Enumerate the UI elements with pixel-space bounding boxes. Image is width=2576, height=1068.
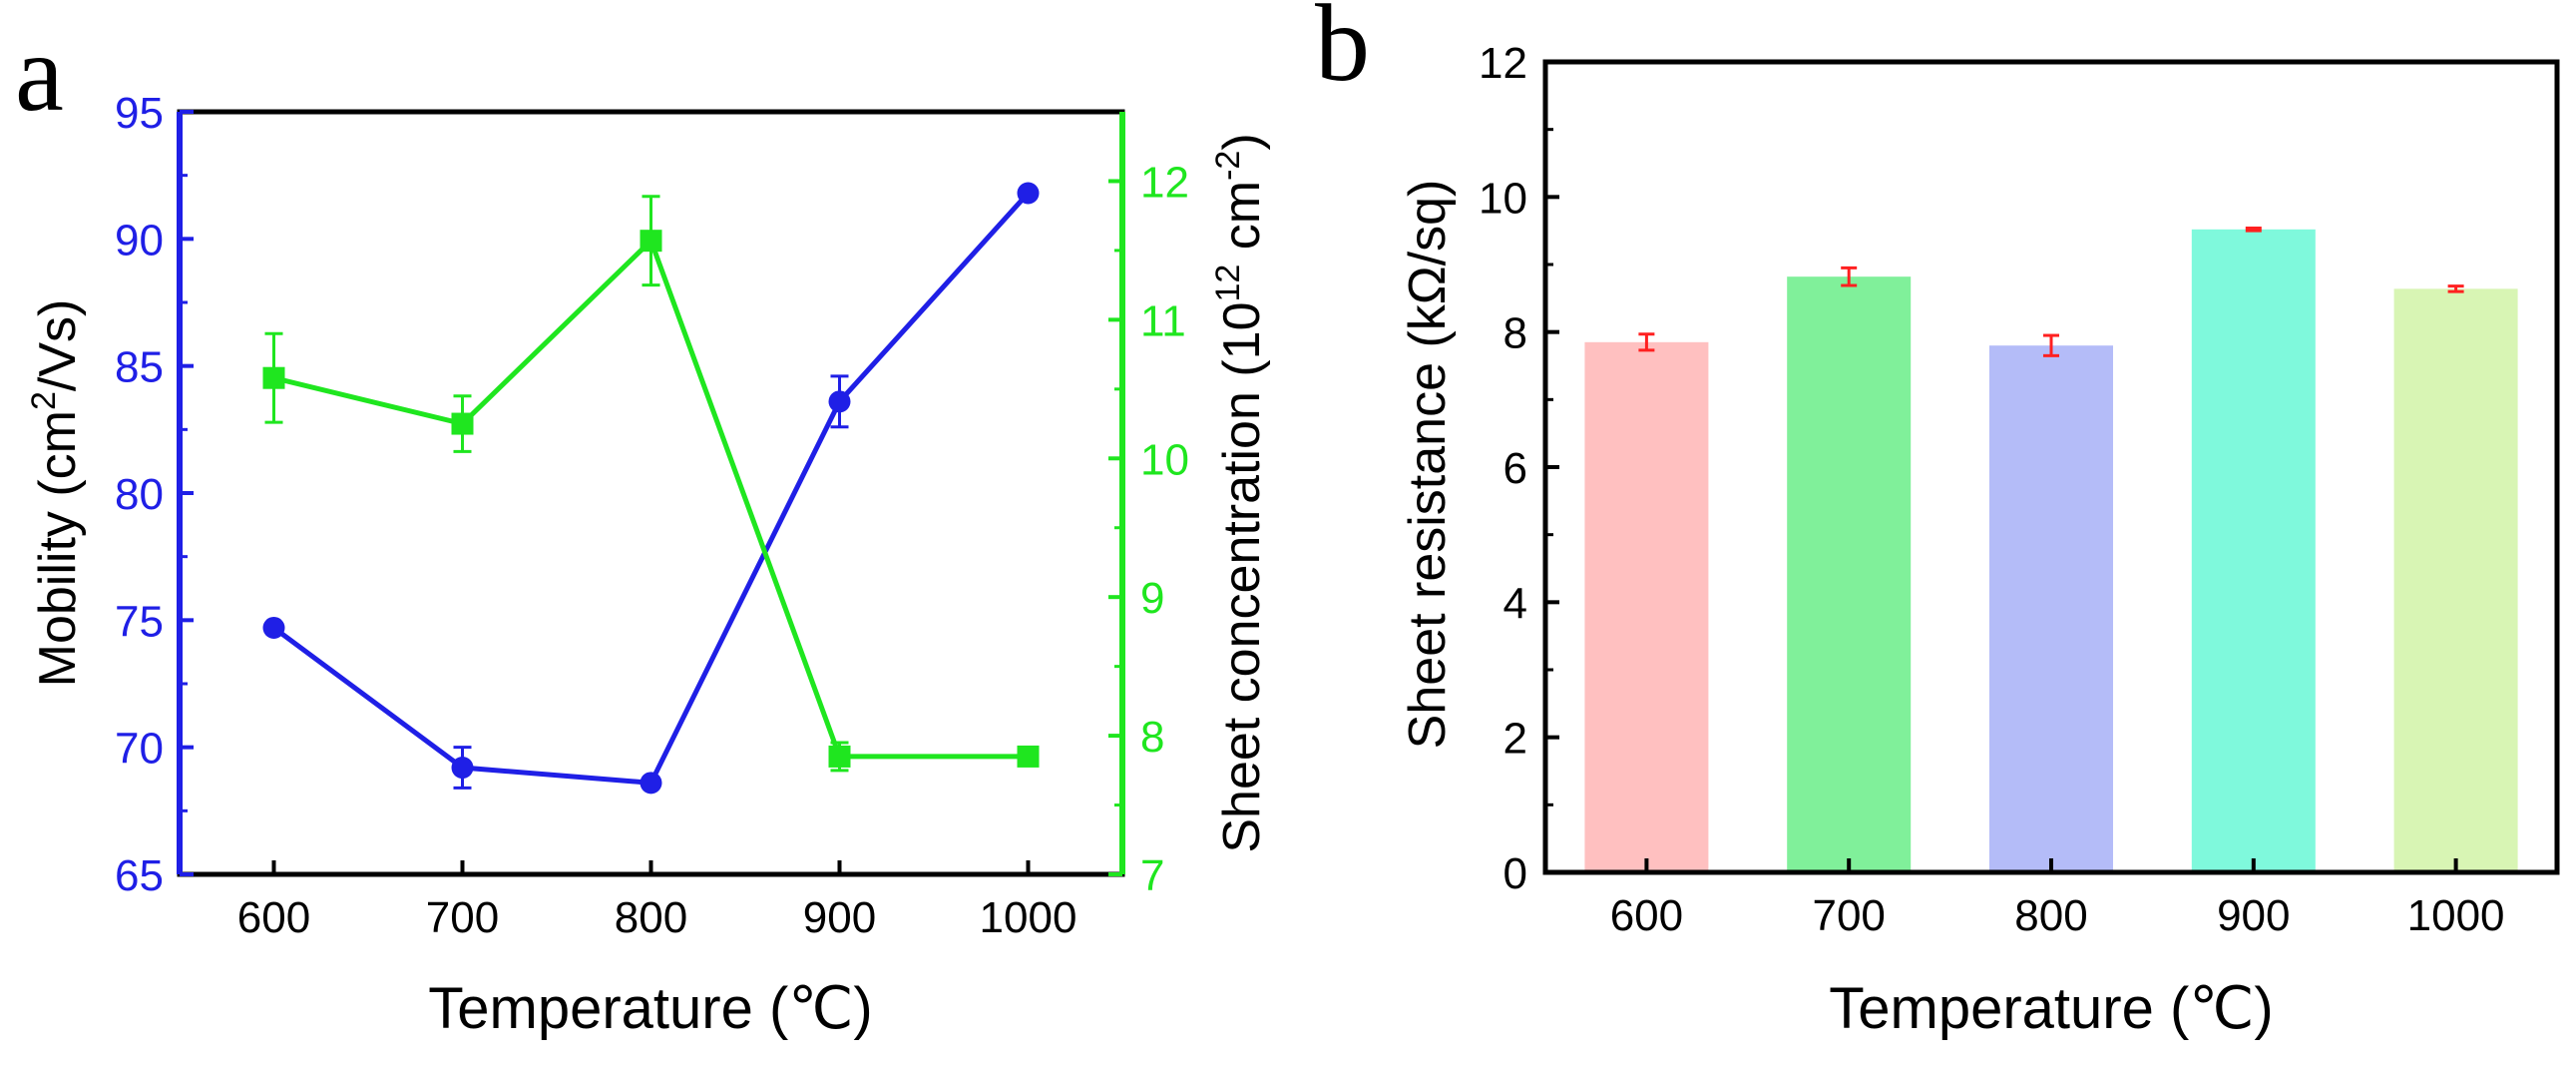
panel-b-x-ticks: 600 700 800 900 1000: [1610, 858, 2505, 940]
data-point-sheet-concentration: [828, 745, 851, 768]
panel-b-letter: b: [1315, 0, 1370, 104]
bar-600: [1584, 341, 1709, 873]
panel-a-left-tick-label: 80: [115, 470, 164, 519]
panel-a-left-tick-label: 85: [115, 343, 164, 392]
panel-b-y-tick-label: 4: [1503, 579, 1527, 628]
panel-a-left-axis-label: Mobility (cm2/Vs): [25, 299, 87, 688]
panel-b-x-tick-label: 600: [1610, 891, 1683, 940]
panel-a-right-axis-label: Sheet concentration (1012 cm-2): [1209, 133, 1271, 852]
panel-b-y-tick-label: 6: [1503, 444, 1527, 493]
data-point-sheet-concentration: [451, 412, 474, 435]
panel-a-x-tick-label: 800: [615, 893, 687, 942]
panel-b-x-tick-label: 1000: [2407, 891, 2505, 940]
panel-b-x-tick-label: 800: [2014, 891, 2087, 940]
panel-b: b 0 2 4 6 8 10 12 600 700 800 900 1000 Temperature…: [1315, 0, 2560, 1041]
bar-700: [1787, 276, 1912, 872]
panel-b-y-tick-label: 2: [1503, 715, 1527, 764]
panel-a-right-tick-label: 10: [1140, 435, 1189, 484]
panel-a-marks: [262, 182, 1040, 795]
panel-b-y-tick-label: 8: [1503, 309, 1527, 358]
panel-a-letter: a: [15, 12, 64, 134]
panel-a-right-tick-label: 7: [1140, 851, 1164, 900]
data-point-sheet-concentration: [640, 230, 662, 253]
panel-b-y-axis-label: Sheet resistance (kΩ/sq): [1399, 180, 1457, 750]
panel-a-x-ticks: 600 700 800 900 1000: [237, 860, 1077, 942]
panel-a-left-tick-label: 75: [115, 597, 164, 646]
panel-b-x-axis-label: Temperature (℃): [1829, 976, 2273, 1041]
panel-b-y-ticks: 0 2 4 6 8 10 12: [1479, 39, 1559, 898]
panel-a-right-tick-label: 9: [1140, 574, 1164, 623]
panel-a: a 65 70 75 80 85 90 95 7 8 9 10 11 12 600 700 800 900 1…: [15, 12, 1271, 1041]
panel-a-right-tick-label: 12: [1140, 158, 1189, 207]
panel-a-left-tick-label: 70: [115, 725, 164, 774]
panel-b-bars: [1584, 226, 2518, 873]
panel-a-left-ticks: 65 70 75 80 85 90 95: [115, 89, 194, 900]
panel-a-left-tick-label: 95: [115, 89, 164, 138]
panel-a-right-tick-label: 11: [1140, 296, 1186, 345]
panel-a-x-tick-label: 1000: [980, 893, 1077, 942]
panel-a-x-tick-label: 700: [426, 893, 499, 942]
panel-b-y-tick-label: 12: [1479, 39, 1527, 88]
panel-b-x-tick-label: 700: [1812, 891, 1885, 940]
panel-a-x-tick-label: 600: [237, 893, 310, 942]
panel-a-x-axis-label: Temperature (℃): [428, 976, 872, 1041]
panel-a-right-ticks: 7 8 9 10 11 12: [1108, 158, 1189, 900]
data-point-mobility: [451, 757, 474, 780]
panel-b-x-tick-label: 900: [2217, 891, 2290, 940]
bar-800: [1989, 345, 2113, 872]
data-point-mobility: [828, 390, 851, 413]
bar-900: [2191, 229, 2316, 872]
panel-a-x-tick-label: 900: [803, 893, 876, 942]
panel-a-left-tick-label: 65: [115, 851, 164, 900]
data-point-mobility: [640, 772, 662, 795]
panel-a-left-tick-label: 90: [115, 216, 164, 265]
data-point-sheet-concentration: [1017, 745, 1040, 768]
panel-b-y-tick-label: 10: [1479, 174, 1527, 223]
panel-b-y-tick-label: 0: [1503, 849, 1527, 898]
data-point-sheet-concentration: [262, 366, 285, 389]
bar-1000: [2393, 288, 2518, 872]
data-point-mobility: [262, 616, 285, 639]
panel-a-right-tick-label: 8: [1140, 713, 1164, 762]
data-point-mobility: [1017, 182, 1040, 205]
